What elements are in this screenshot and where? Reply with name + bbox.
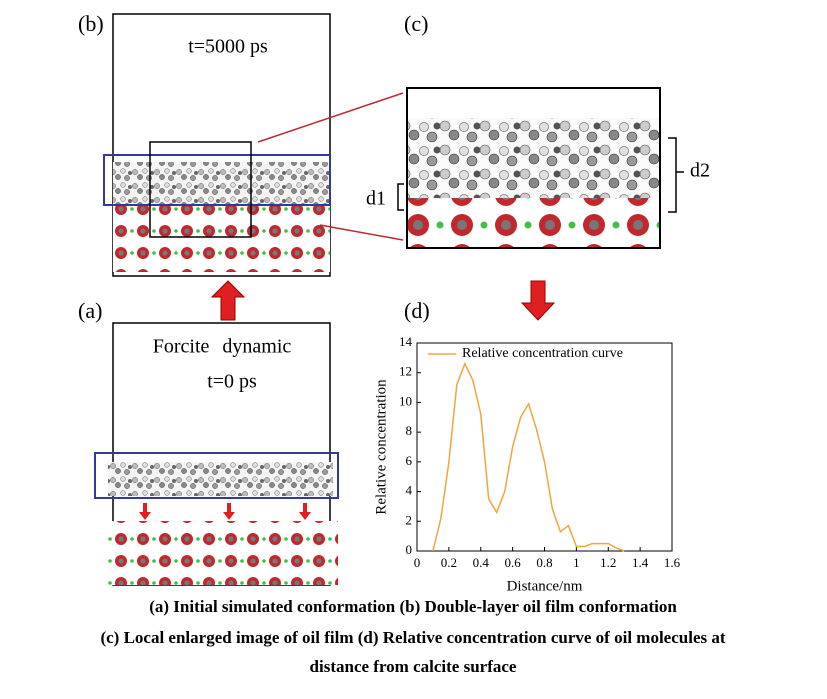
calcite: [407, 198, 660, 248]
d2-label: d2: [690, 160, 710, 182]
oil-film: [108, 462, 333, 496]
data-line: [432, 361, 625, 552]
bracket: [668, 137, 684, 213]
y-tick-label: 2: [406, 512, 413, 527]
line-chart: 0 0.2 0.4 0.6 0.8 1 1.2 1.4 1.6 0 2 4 6 8 10 12 14 Distan…: [373, 334, 680, 594]
x-tick-label: 1.6: [664, 555, 681, 570]
x-tick-label: 0.8: [536, 555, 552, 570]
calcite: [113, 206, 330, 272]
x-axis-label: Distance/nm: [507, 578, 583, 594]
zoom-line: [319, 224, 404, 241]
bracket: [397, 183, 404, 211]
y-tick-label: 6: [406, 453, 413, 468]
box: [112, 13, 331, 277]
x-tick-label: 0.4: [473, 555, 490, 570]
time-label: t=5000 ps: [188, 36, 268, 58]
zoom-box: [149, 141, 252, 238]
x-tick-label: 1.4: [632, 555, 649, 570]
arrow: [520, 280, 556, 321]
y-axis-label: Relative concentration: [373, 379, 389, 515]
y-tick-label: 8: [406, 423, 413, 438]
plot-frame: [416, 342, 673, 552]
x-tick-label: 0.6: [505, 555, 522, 570]
x-tick-label: 1.2: [600, 555, 616, 570]
y-tick-label: 12: [399, 364, 412, 379]
panel-label: (b): [78, 11, 104, 36]
oil-film: [113, 162, 330, 204]
panel-label: (c): [404, 11, 428, 36]
y-tick-label: 0: [406, 542, 413, 557]
arrows: [139, 503, 311, 520]
highlight-box: [103, 154, 331, 206]
method-label: Forcite dynamic: [153, 336, 292, 358]
zoom-line: [257, 92, 404, 143]
panel-label: (d): [404, 298, 430, 323]
arrow: [210, 280, 246, 321]
time-label: t=0 ps: [207, 371, 257, 393]
x-tick-label: 0.2: [441, 555, 457, 570]
y-tick-label: 14: [399, 334, 413, 349]
y-tick-label: 4: [406, 483, 413, 498]
d1-label: d1: [366, 188, 386, 210]
panel-label: (a): [78, 298, 102, 323]
caption: distance from calcite surface: [310, 657, 517, 676]
y-tick-label: 10: [399, 393, 412, 408]
highlight-box: [94, 452, 339, 499]
x-tick-label: 1: [573, 555, 580, 570]
oil-film: [407, 118, 660, 200]
box: [406, 87, 661, 249]
x-tick-label: 0: [414, 555, 421, 570]
caption: (a) Initial simulated conformation (b) D…: [149, 597, 677, 616]
caption: (c) Local enlarged image of oil film (d)…: [100, 628, 725, 647]
legend-label: Relative concentration curve: [462, 346, 623, 361]
calcite: [108, 521, 338, 585]
